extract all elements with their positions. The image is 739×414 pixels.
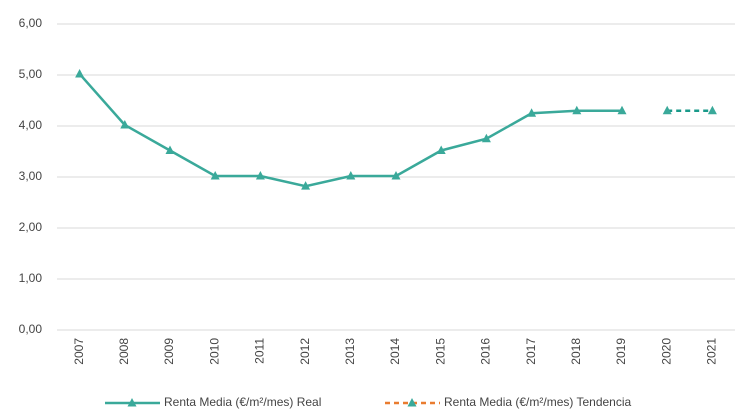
legend-label: Renta Media (€/m²/mes) Tendencia — [444, 395, 632, 409]
marker — [165, 145, 175, 154]
y-tick-label: 5,00 — [19, 67, 43, 81]
marker — [255, 170, 265, 180]
x-tick-label: 2013 — [343, 338, 357, 365]
marker — [210, 170, 220, 180]
x-tick-label: 2009 — [162, 338, 176, 365]
y-tick-label: 1,00 — [19, 271, 43, 285]
x-tick-label: 2008 — [117, 338, 131, 365]
marker — [572, 105, 582, 115]
marker — [346, 170, 356, 180]
legend-label: Renta Media (€/m²/mes) Real — [164, 395, 321, 409]
x-tick-label: 2019 — [614, 338, 628, 365]
marker — [75, 68, 85, 78]
y-tick-label: 4,00 — [19, 118, 43, 132]
y-tick-label: 3,00 — [19, 169, 43, 183]
y-tick-label: 6,00 — [19, 16, 43, 30]
marker — [481, 133, 491, 143]
x-tick-label: 2007 — [72, 338, 86, 365]
x-tick-label: 2011 — [253, 338, 267, 364]
marker — [707, 105, 717, 115]
x-tick-label: 2017 — [524, 338, 538, 365]
x-tick-label: 2014 — [388, 338, 402, 365]
x-tick-label: 2020 — [659, 338, 673, 365]
marker — [662, 105, 672, 115]
x-tick-label: 2021 — [705, 338, 719, 365]
marker — [436, 145, 446, 154]
marker — [391, 170, 401, 180]
y-tick-label: 2,00 — [19, 220, 43, 234]
marker — [120, 119, 130, 129]
x-tick-label: 2015 — [433, 338, 447, 365]
y-tick-label: 0,00 — [19, 322, 43, 336]
line — [78, 73, 622, 188]
marker — [617, 105, 627, 115]
x-tick-label: 2018 — [569, 338, 583, 365]
legend-marker — [407, 398, 417, 407]
x-tick-label: 2016 — [479, 338, 493, 365]
x-tick-label: 2012 — [298, 338, 312, 365]
marker — [301, 181, 311, 190]
marker — [527, 108, 537, 117]
x-tick-label: 2010 — [207, 338, 221, 365]
legend-marker — [127, 398, 137, 407]
